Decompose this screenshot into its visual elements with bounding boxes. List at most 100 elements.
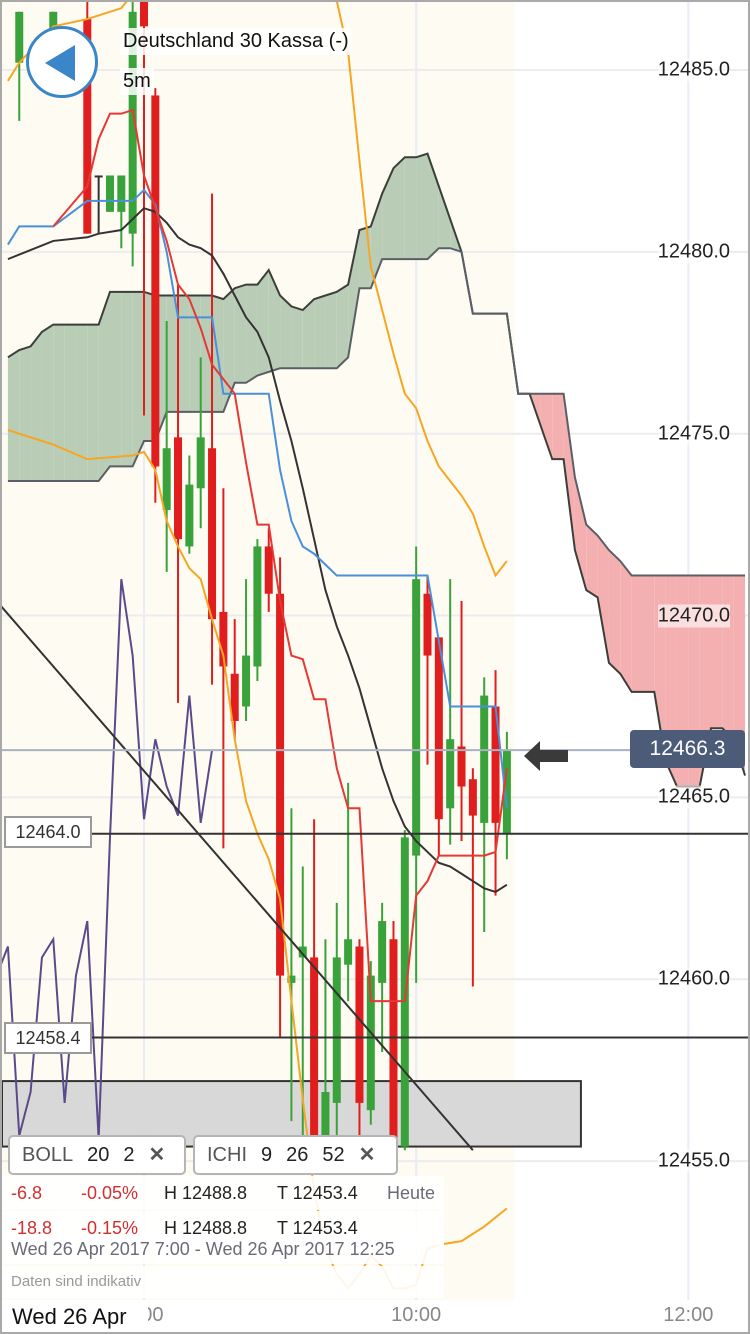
- candle[interactable]: [446, 579, 455, 845]
- cloud-segment-bullish: [121, 291, 133, 467]
- hline-label-2[interactable]: 12458.4: [4, 1022, 92, 1054]
- candle[interactable]: [264, 528, 273, 612]
- trendline: [0, 603, 474, 1151]
- candle-body: [321, 1091, 330, 1140]
- cloud-segment-bearish: [711, 575, 723, 729]
- candle[interactable]: [502, 731, 511, 860]
- ichi-indicator-pill[interactable]: ICHI 9 26 52 ✕: [193, 1135, 398, 1175]
- candle-body: [344, 939, 353, 965]
- high-value: H 12488.8: [164, 1183, 248, 1203]
- cloud-segment-bullish: [109, 291, 122, 467]
- candle[interactable]: [468, 768, 477, 987]
- x-tick-label: 10:00: [391, 1304, 442, 1326]
- cloud-segment-bullish: [41, 324, 54, 481]
- candle[interactable]: [208, 193, 217, 685]
- candle[interactable]: [94, 175, 103, 234]
- candle[interactable]: [434, 637, 443, 856]
- cloud-segment-bullish: [257, 270, 269, 376]
- candle-body: [412, 579, 421, 856]
- chikou-line: [2, 579, 214, 1140]
- candle[interactable]: [344, 782, 353, 1002]
- candle-body: [389, 939, 398, 1140]
- cloud-segment-bearish: [563, 393, 575, 551]
- candle[interactable]: [321, 939, 330, 1151]
- cloud-segment-bullish: [53, 324, 65, 481]
- cloud-segment-bullish: [19, 346, 31, 481]
- candle[interactable]: [253, 539, 262, 682]
- candle-body: [480, 695, 489, 823]
- candle[interactable]: [480, 677, 489, 932]
- candle[interactable]: [389, 921, 398, 1147]
- candle[interactable]: [287, 808, 296, 1122]
- candle-body: [174, 437, 183, 540]
- hline-label-1[interactable]: 12464.0: [4, 816, 92, 848]
- candle-body: [230, 673, 239, 722]
- candle-body: [253, 546, 262, 667]
- candle[interactable]: [196, 357, 205, 529]
- candle-body: [446, 739, 455, 809]
- current-price-arrow-icon: [524, 741, 568, 771]
- date-range-text: Wed 26 Apr 2017 7:00 - Wed 26 Apr 2017 1…: [0, 1234, 444, 1264]
- cloud-segment-bullish: [75, 324, 88, 481]
- candle[interactable]: [219, 488, 228, 849]
- high-value: H 12488.8: [164, 1218, 248, 1238]
- candle[interactable]: [400, 830, 409, 1151]
- candle[interactable]: [185, 455, 194, 554]
- boll-upper-line: [7, 2, 508, 578]
- candle[interactable]: [15, 11, 24, 121]
- candle-body: [491, 706, 500, 823]
- candle-body: [378, 921, 387, 983]
- candle[interactable]: [332, 902, 341, 1151]
- candle[interactable]: [423, 575, 432, 765]
- candle-body: [287, 975, 296, 983]
- x-tick-label: 12:00: [663, 1304, 714, 1326]
- pill-name: BOLL: [22, 1144, 74, 1166]
- cloud-segment-bullish: [7, 350, 20, 481]
- candle[interactable]: [242, 579, 251, 722]
- senkou-span-a-line-path: [7, 152, 746, 788]
- close-x-icon[interactable]: ✕: [148, 1144, 166, 1166]
- candle[interactable]: [276, 557, 285, 1038]
- boll-indicator-pill[interactable]: BOLL 20 2 ✕: [8, 1135, 186, 1175]
- candle[interactable]: [174, 284, 183, 703]
- candle-body: [140, 2, 148, 27]
- candle-body: [15, 11, 24, 63]
- candle-body: [332, 957, 341, 1103]
- cloud-segment-bullish: [393, 157, 405, 260]
- candle-body: [196, 437, 205, 489]
- candle-body: [298, 946, 307, 958]
- change-percent: -0.05%: [81, 1183, 139, 1203]
- cloud-segment-bullish: [178, 295, 190, 412]
- candle[interactable]: [162, 320, 171, 572]
- y-tick-label: 12485.0: [657, 58, 730, 82]
- candle[interactable]: [412, 546, 421, 983]
- back-button[interactable]: [26, 26, 98, 98]
- candle-body: [264, 546, 273, 594]
- x-axis-date-label: Wed 26 Apr: [2, 1300, 148, 1334]
- candle[interactable]: [151, 88, 160, 503]
- candle[interactable]: [457, 601, 466, 842]
- candle[interactable]: [105, 175, 114, 212]
- candle-body: [468, 779, 477, 816]
- candle[interactable]: [230, 619, 239, 740]
- cloud-segment-bullish: [416, 153, 428, 260]
- close-x-icon[interactable]: ✕: [358, 1144, 376, 1166]
- pill-param: 9: [261, 1144, 273, 1166]
- candle[interactable]: [117, 175, 126, 249]
- cloud-segment-bearish: [586, 524, 598, 598]
- cloud-segment-bullish: [189, 295, 201, 412]
- candle[interactable]: [310, 819, 319, 1147]
- stats-today-row: -6.8 -0.05% H 12488.8 T 12453.4 Heute: [0, 1176, 444, 1210]
- candle-body: [151, 95, 160, 467]
- cloud-segment-bullish: [291, 306, 303, 369]
- candle-body: [117, 175, 126, 212]
- candle-body: [128, 11, 137, 234]
- cloud-segment-bullish: [314, 295, 326, 369]
- interval-label[interactable]: 5m: [120, 68, 154, 95]
- candle[interactable]: [378, 902, 387, 1052]
- boll-middle-line-path: [7, 207, 508, 894]
- cloud-segment-bullish: [302, 299, 315, 369]
- boll-upper-line-path: [7, 2, 508, 578]
- cloud-segment-bullish: [246, 284, 258, 383]
